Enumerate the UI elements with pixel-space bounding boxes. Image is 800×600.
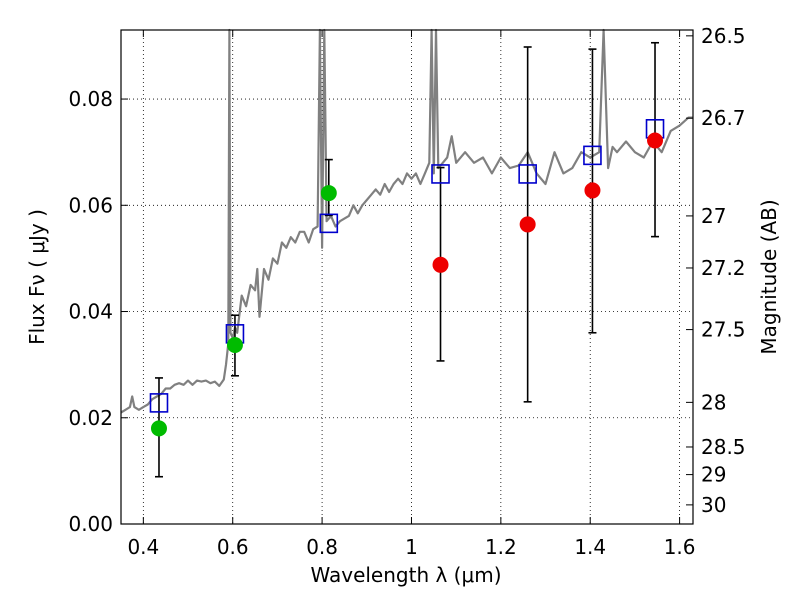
low-sn-point <box>519 216 536 233</box>
model-square-marker <box>431 164 450 184</box>
plot-frame <box>120 29 694 525</box>
x-tick-label: 0.8 <box>306 535 338 559</box>
spectrum-layer <box>120 28 693 414</box>
y-tick-label: 0.00 <box>68 512 113 536</box>
right-axis-label: Magnitude (AB) <box>757 199 781 354</box>
model-square-marker <box>319 213 339 234</box>
x-tick-label: 1.2 <box>485 535 517 559</box>
x-tick-label: 1 <box>405 535 418 559</box>
model-square-marker <box>149 393 169 413</box>
model-square-marker <box>518 164 537 184</box>
x-tick-label: 0.6 <box>217 535 249 559</box>
right-tick-label: 27.5 <box>701 318 746 342</box>
detection-point <box>320 185 337 202</box>
y-tick-label: 0.04 <box>68 300 113 324</box>
x-axis-label: Wavelength λ (μm) <box>310 563 501 587</box>
x-tick-label: 0.4 <box>127 535 159 559</box>
right-tick-label: 26.5 <box>701 24 746 48</box>
y-axis-label: Flux Fν ( μJy ) <box>25 209 49 345</box>
detection-point <box>226 336 243 353</box>
marker-layer <box>149 119 665 437</box>
grid-lines <box>121 30 693 525</box>
low-sn-point <box>432 256 449 273</box>
right-tick-label: 28 <box>701 390 726 414</box>
right-tick-label: 27.2 <box>701 256 746 280</box>
spectrum-line <box>120 28 693 414</box>
low-sn-point <box>584 182 601 199</box>
right-tick-label: 29 <box>701 463 726 487</box>
x-tick-label: 1.6 <box>664 535 696 559</box>
y-tick-label: 0.02 <box>68 406 113 430</box>
right-tick-label: 26.7 <box>701 106 746 130</box>
right-tick-label: 30 <box>701 493 726 517</box>
model-square-marker <box>583 145 602 166</box>
y-tick-label: 0.08 <box>68 87 113 111</box>
x-tick-label: 1.4 <box>574 535 606 559</box>
axis-ticks: 0.4 0.6 0.8 1 1.2 1.4 1.6 0.00 0.02 0.04 0.06 0.08 2… <box>68 24 745 559</box>
right-tick-label: 27 <box>701 204 726 228</box>
right-tick-label: 28.5 <box>701 435 746 459</box>
y-tick-label: 0.06 <box>68 193 113 217</box>
low-sn-point <box>647 132 664 149</box>
detection-point <box>150 420 167 437</box>
